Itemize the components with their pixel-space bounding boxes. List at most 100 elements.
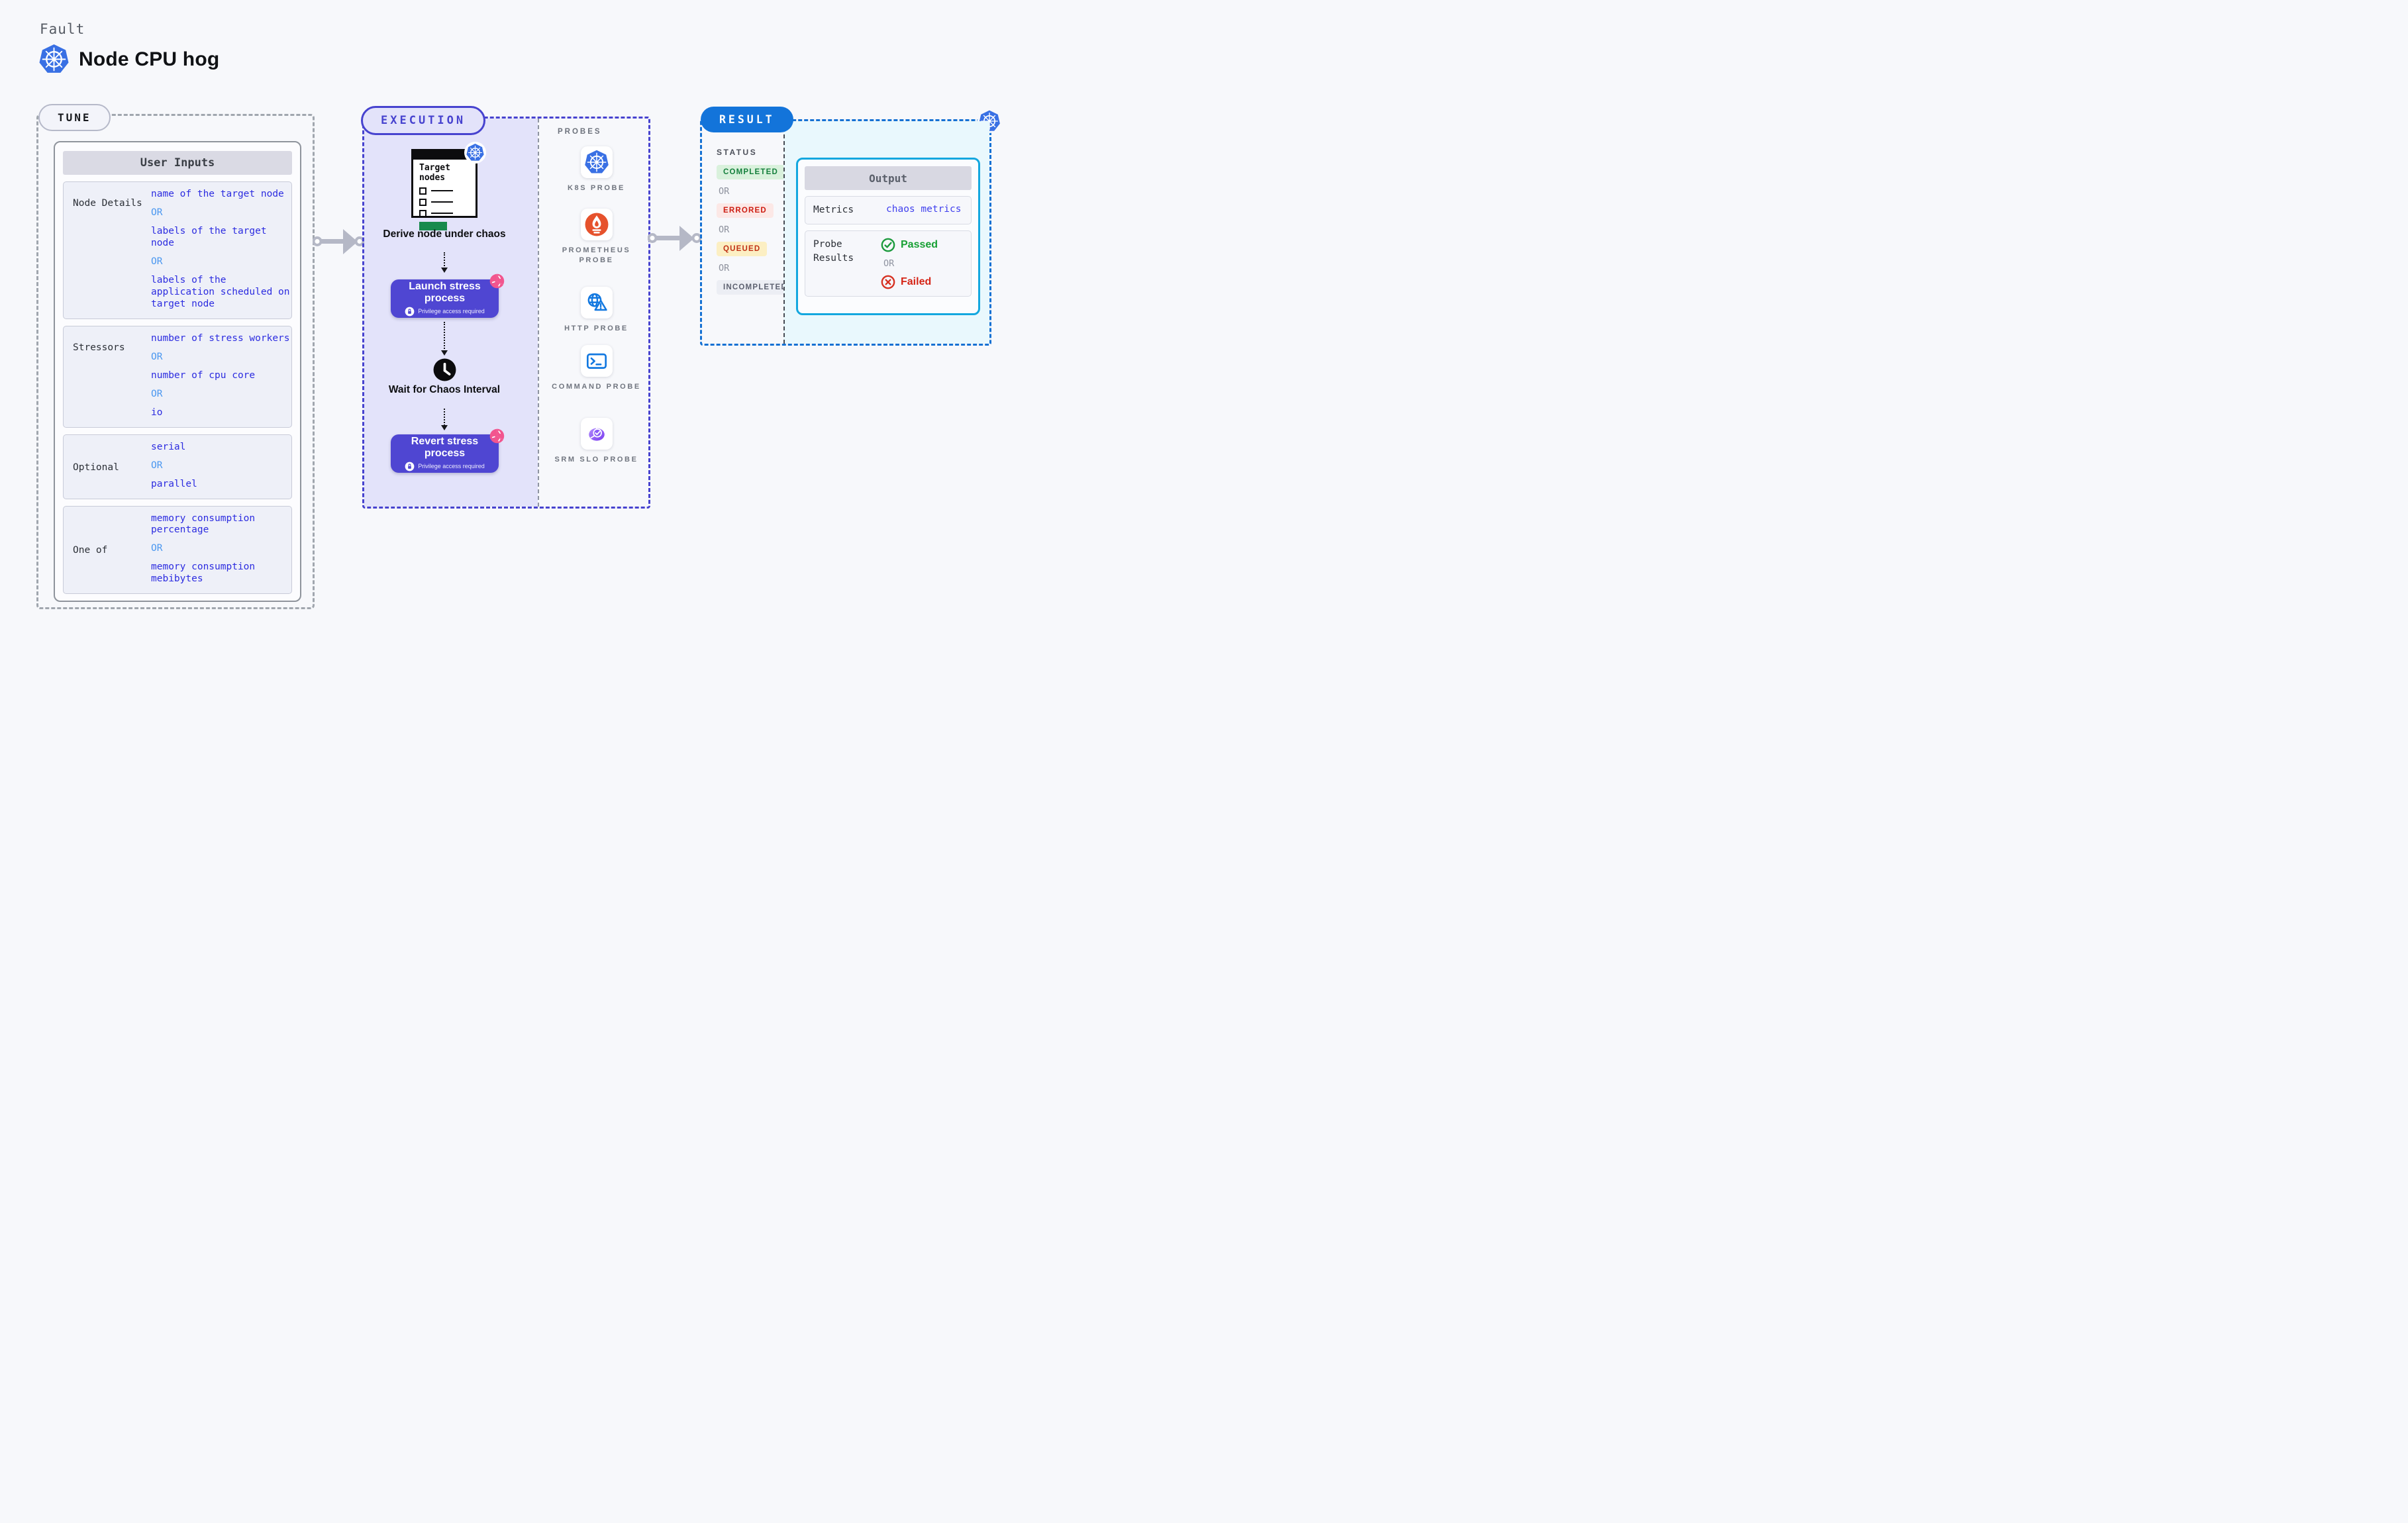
probe-item-prometheus: PROMETHEUS PROBE xyxy=(539,209,654,266)
probes-panel: PROBES K8S PROBE PROMETHEUS PROBE HTTP P… xyxy=(538,119,648,507)
tune-section: TUNE User Inputs Node Details name of th… xyxy=(36,104,315,609)
checklist-item xyxy=(419,209,476,217)
privilege-note: Privilege access required xyxy=(418,308,485,315)
or-separator: OR xyxy=(719,186,730,197)
flow-arrow-down xyxy=(441,322,448,356)
output-card: Output Metrics chaos metrics Probe Resul… xyxy=(796,158,980,315)
execution-badge: EXECUTION xyxy=(361,106,486,135)
or-separator: OR xyxy=(151,256,163,267)
probe-item-srm-slo: SRM SLO PROBE xyxy=(539,418,654,465)
or-separator: OR xyxy=(719,224,730,235)
arrow-execution-to-result xyxy=(648,226,702,251)
input-option: labels of the target node xyxy=(151,225,267,248)
metrics-value: chaos metrics xyxy=(886,204,962,215)
input-option: serial xyxy=(151,441,186,452)
tune-badge: TUNE xyxy=(38,104,111,131)
output-panel: Output Metrics chaos metrics Probe Resul… xyxy=(783,121,989,344)
input-row-label: Node Details xyxy=(73,198,142,209)
page-title: Node CPU hog xyxy=(79,48,220,70)
kubernetes-icon xyxy=(465,142,485,163)
input-row-node-details: Node Details name of the target node OR … xyxy=(63,181,292,319)
status-badge-completed: COMPLETED xyxy=(717,165,785,179)
fault-kicker: Fault xyxy=(40,21,85,37)
failed-label: Failed xyxy=(901,276,932,288)
user-inputs-title: User Inputs xyxy=(63,151,292,175)
terminal-icon xyxy=(586,353,607,369)
input-option: parallel xyxy=(151,478,197,489)
probe-item-http: HTTP PROBE xyxy=(539,287,654,334)
or-separator: OR xyxy=(151,388,163,399)
probe-results-row: Probe Results Passed OR Failed xyxy=(805,230,972,297)
failed-result: Failed xyxy=(881,275,938,289)
kubernetes-icon xyxy=(583,150,609,174)
probe-label: SRM SLO PROBE xyxy=(554,456,638,464)
input-option: labels of the application scheduled on t… xyxy=(151,274,290,309)
input-row-label: One of xyxy=(73,545,108,556)
flow-arrow-down xyxy=(441,252,448,273)
launch-stress-process-node: Launch stress process Privilege access r… xyxy=(391,279,499,318)
input-option: memory consumption mebibytes xyxy=(151,562,256,585)
revert-stress-process-node: Revert stress process Privilege access r… xyxy=(391,434,499,473)
privilege-note: Privilege access required xyxy=(418,463,485,470)
window-titlebar xyxy=(413,151,476,160)
status-heading: STATUS xyxy=(717,148,758,157)
or-separator: OR xyxy=(151,460,163,471)
lock-icon xyxy=(405,306,415,317)
input-row-stressors: Stressors number of stress workers OR nu… xyxy=(63,325,292,428)
target-nodes-label: Target nodes xyxy=(419,163,450,183)
page-header: Node CPU hog xyxy=(38,44,219,75)
prometheus-flame-icon xyxy=(585,213,608,236)
line xyxy=(431,212,453,215)
or-separator: OR xyxy=(151,543,163,554)
probe-item-command: COMMAND PROBE xyxy=(539,345,654,392)
input-option: io xyxy=(151,407,163,418)
lock-icon xyxy=(405,461,415,471)
input-row-label: Stressors xyxy=(73,342,125,353)
process-title: Launch stress process xyxy=(409,281,481,304)
passed-result: Passed xyxy=(881,238,938,252)
arrow-tune-to-execution xyxy=(313,229,364,254)
probes-heading: PROBES xyxy=(558,128,602,136)
process-title: Revert stress process xyxy=(411,436,479,459)
chaos-pinwheel-icon xyxy=(489,273,505,289)
passed-label: Passed xyxy=(901,239,938,251)
clock-icon xyxy=(433,358,456,381)
checkbox-icon xyxy=(419,209,426,217)
status-badge-queued: QUEUED xyxy=(717,242,768,256)
x-circle-icon xyxy=(881,275,895,289)
status-list: COMPLETED OR ERRORED OR QUEUED OR INCOMP… xyxy=(717,165,794,295)
execution-flow-panel: Target nodes Derive node under chaos Lau… xyxy=(364,119,538,507)
input-row-optional: Optional serial OR parallel xyxy=(63,434,292,499)
line xyxy=(431,201,453,203)
probe-label: K8S PROBE xyxy=(568,184,625,192)
output-title: Output xyxy=(805,166,972,190)
metrics-label: Metrics xyxy=(813,205,854,215)
or-separator: OR xyxy=(883,258,895,270)
gauge-check-icon xyxy=(587,426,605,442)
execution-section: EXECUTION Target nodes Derive node under… xyxy=(361,106,650,509)
derive-node-label: Derive node under chaos xyxy=(383,228,506,240)
status-badge-incompleted: INCOMPLETED xyxy=(717,280,794,295)
kubernetes-icon xyxy=(38,44,70,75)
status-badge-errored: ERRORED xyxy=(717,203,774,218)
chaos-pinwheel-icon xyxy=(489,428,505,444)
input-row-one-of: One of memory consumption percentage OR … xyxy=(63,505,292,595)
checklist-item xyxy=(419,198,476,206)
input-option: name of the target node xyxy=(151,189,284,199)
globe-warning-icon xyxy=(587,293,607,311)
checkbox-icon xyxy=(419,187,426,195)
result-badge: RESULT xyxy=(701,107,793,132)
probe-results-label: Probe Results xyxy=(813,239,854,264)
probe-label: COMMAND PROBE xyxy=(552,383,641,391)
input-option: number of stress workers xyxy=(151,332,290,344)
input-option: number of cpu core xyxy=(151,369,256,381)
probe-item-k8s: K8S PROBE xyxy=(539,146,654,193)
user-inputs-card: User Inputs Node Details name of the tar… xyxy=(54,141,301,602)
metrics-row: Metrics chaos metrics xyxy=(805,196,972,225)
wait-interval-label: Wait for Chaos Interval xyxy=(388,384,501,395)
line xyxy=(431,189,453,192)
input-row-label: Optional xyxy=(73,462,119,473)
target-nodes-illustration: Target nodes xyxy=(411,142,485,230)
diagram-canvas: Fault Node CPU hog TUNE User Inputs Node… xyxy=(0,0,1038,657)
or-separator: OR xyxy=(151,207,163,218)
